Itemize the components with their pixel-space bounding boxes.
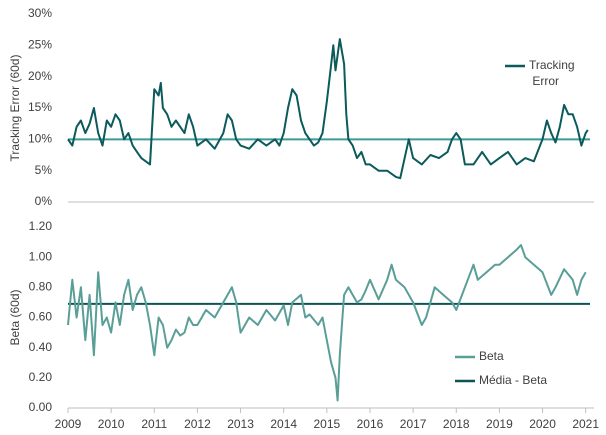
- y-tick-label: 25%: [28, 38, 52, 52]
- x-tick-label: 2009: [55, 417, 82, 431]
- data-line: [67, 38, 589, 180]
- x-tick-label: 2015: [313, 417, 340, 431]
- legend-label: Média - Beta: [479, 373, 547, 387]
- y-tick-label: 30%: [28, 6, 52, 20]
- legend-label: Tracking Error: [529, 58, 575, 88]
- y-tick-label: 0.60: [29, 310, 53, 324]
- x-tick-label: 2010: [98, 417, 125, 431]
- y-tick-label: 15%: [28, 100, 52, 114]
- y-tick-label: 0.80: [29, 280, 53, 294]
- x-tick-label: 2014: [270, 417, 297, 431]
- x-tick-label: 2012: [184, 417, 211, 431]
- x-tick-label: 2017: [400, 417, 427, 431]
- y-tick-label: 0.20: [29, 370, 53, 384]
- x-tick-label: 2011: [141, 417, 167, 431]
- x-tick-label: 2013: [227, 417, 254, 431]
- x-tick-label: 2019: [486, 417, 513, 431]
- y-tick-label: 1.00: [29, 249, 53, 263]
- x-tick-label: 2016: [357, 417, 384, 431]
- x-tick-label: 2018: [443, 417, 470, 431]
- legend-label: Beta: [479, 349, 504, 363]
- y-tick-label: 1.20: [29, 219, 53, 233]
- y-tick-label: 0.00: [29, 400, 53, 414]
- y-axis-label: Beta (60d): [8, 289, 22, 345]
- y-tick-label: 0%: [35, 194, 53, 208]
- y-tick-label: 5%: [35, 163, 53, 177]
- x-tick-label: 2020: [529, 417, 556, 431]
- y-tick-label: 0.40: [29, 340, 53, 354]
- y-tick-label: 10%: [28, 132, 52, 146]
- y-axis-label: Tracking Error (60d): [8, 55, 22, 162]
- y-tick-label: 20%: [28, 69, 52, 83]
- x-tick-label: 2021: [572, 417, 599, 431]
- data-line: [67, 244, 587, 402]
